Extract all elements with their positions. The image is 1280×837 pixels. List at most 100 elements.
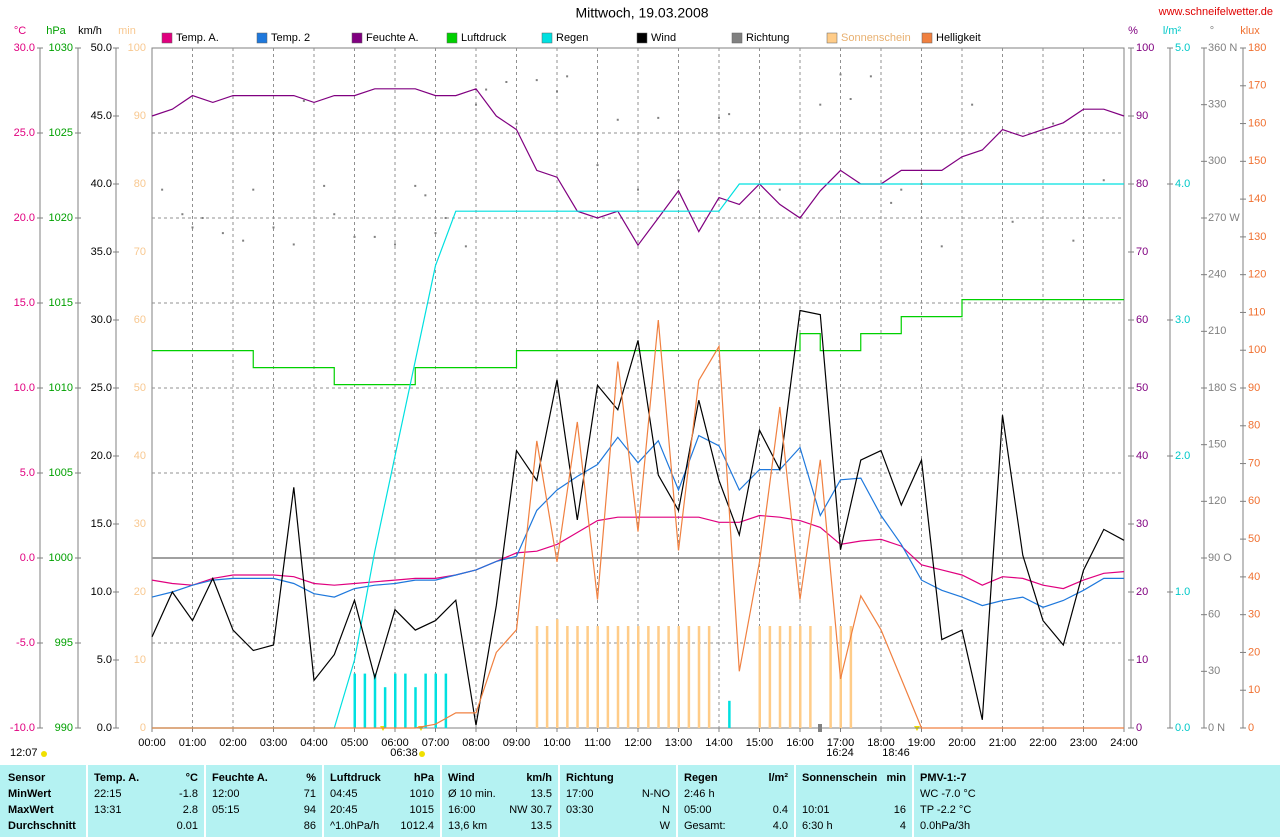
sun-bar [799,626,802,728]
y-tick-label: 990 [55,722,73,734]
direction-dot [869,75,872,78]
x-tick-label: 23:00 [1070,737,1098,749]
column-separator [322,765,324,837]
axis-unit: ° [1210,25,1214,37]
direction-dot [161,188,164,191]
direction-dot [333,213,336,216]
legend-swatch [351,32,363,44]
cell-label: WC -7.0 °C [920,788,976,800]
direction-dot [444,217,447,219]
legend-swatch [921,32,933,44]
legend-swatch [731,32,743,44]
y-tick-label: 60 [134,314,146,326]
y-tick-label: 60 [1136,314,1148,326]
x-tick-label: 03:00 [260,737,288,749]
direction-dot [718,116,720,119]
column-unit: % [306,772,316,784]
y-tick-label: 180 S [1208,382,1237,394]
y-tick-label: 80 [134,178,146,190]
y-tick-label: 50.0 [91,42,112,54]
y-tick-label: 0 [140,722,146,734]
y-tick-label: 360 N [1208,42,1237,54]
y-tick-label: 1025 [49,127,73,139]
rain-bar [394,673,397,728]
cell-label: 03:30 [566,804,594,816]
direction-dot [900,188,903,191]
y-tick-label: 1000 [49,552,73,564]
x-tick-label: 15:00 [746,737,774,749]
sun-bar [586,626,589,728]
x-tick-label: 24:00 [1110,737,1138,749]
sun-bar [667,626,670,728]
direction-dot [677,179,680,182]
y-tick-label: 20 [1248,646,1260,658]
direction-dot [191,226,194,229]
x-tick-label: 19:00 [908,737,936,749]
table-corner: Sensor [8,772,46,784]
column-header: Richtung [566,772,614,784]
grid [152,48,1124,728]
x-tick-label: 22:00 [1029,737,1057,749]
sun-bar [606,626,610,728]
direction-dot [1011,220,1014,223]
direction-dot [890,201,893,204]
column-unit: l/m² [768,772,788,784]
y-tick-label: 1.0 [1175,586,1190,598]
column-separator [86,765,88,837]
cell-value: 13.5 [530,788,552,800]
direction-dot [1052,122,1055,125]
y-tick-label: 10.0 [14,382,35,394]
direction-dot [485,88,488,91]
x-tick-label: 20:00 [948,737,976,749]
y-tick-label: 10.0 [91,586,112,598]
direction-dot [434,232,437,235]
rain-bar [434,673,437,728]
cell-label: 12:00 [212,788,240,800]
direction-dot [505,81,508,83]
y-tick-label: 20.0 [14,212,35,224]
y-tick-label: 1010 [49,382,73,394]
y-tick-label: 40 [1136,450,1148,462]
rain-bar [444,673,448,728]
direction-dot [819,103,822,106]
x-tick-label: 10:00 [543,737,571,749]
cell-value: 94 [303,804,316,816]
x-tick-label: 00:00 [138,737,166,749]
column-unit: km/h [526,772,552,784]
y-tick-label: 330 [1208,99,1226,111]
direction-dot [414,184,417,187]
y-tick-label: 100 [1248,344,1266,356]
column-header: Temp. A. [94,772,140,784]
direction-dot [778,188,781,191]
x-tick-label: 04:00 [300,737,328,749]
legend-label: Feuchte A. [366,32,419,44]
cell-label: TP -2.2 °C [920,804,972,816]
legend-swatch [256,32,268,44]
axis-unit: l/m² [1163,25,1182,37]
x-tick-label: 02:00 [219,737,247,749]
sun-bar [535,626,539,728]
column-unit: hPa [413,772,434,784]
y-tick-label: 70 [1248,457,1260,469]
axis-unit: °C [14,25,26,37]
x-tick-label: 18:00 [867,737,895,749]
series-line [151,88,1125,247]
column-header: Luftdruck [330,772,381,784]
y-tick-label: 5.0 [20,467,35,479]
cell-label: 10:01 [802,804,830,816]
stats-table: Sensor MinWert MaxWert Durchschnitt Temp. A.… [0,765,1280,837]
x-tick-label: 07:00 [422,737,450,749]
x-tick-label: 13:00 [665,737,693,749]
column-separator [204,765,206,837]
y-tick-label: 240 [1208,269,1226,281]
y-tick-label: 35.0 [91,246,112,258]
cell-label: Ø 10 min. [448,788,496,800]
direction-dot [971,103,974,106]
column-unit: °C [185,772,198,784]
sun-bar [566,626,569,728]
y-tick-label: 0 [1248,722,1254,734]
direction-dot [515,122,518,125]
direction-dot [566,75,569,78]
y-tick-label: 70 [1136,246,1148,258]
cell-value: N-NO [641,788,670,800]
